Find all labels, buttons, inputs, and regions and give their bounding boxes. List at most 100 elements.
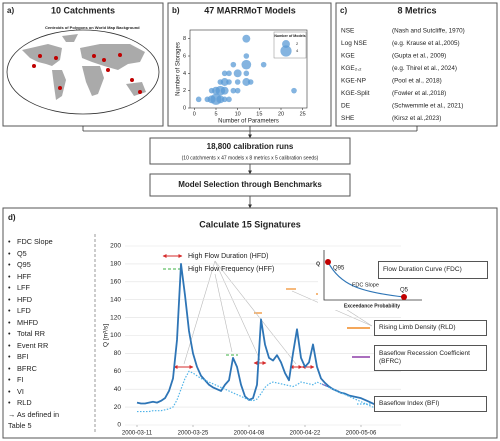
bubble (242, 34, 251, 43)
x-tick-label: 10 (235, 111, 241, 117)
y-axis-label: Q [m³/s] (103, 324, 110, 347)
signature: Total RR (8, 328, 88, 340)
bubble (234, 79, 241, 85)
y-tick-label: 180 (110, 261, 121, 268)
metric-name: SHE (341, 115, 355, 122)
panel-c-frame (335, 2, 498, 127)
signature: FDC Slope (8, 236, 88, 248)
x-tick-label: 5 (214, 111, 217, 117)
y-tick-label: 100 (110, 332, 121, 339)
legend-bubble (280, 45, 292, 57)
x-tick-label: 0 (193, 111, 196, 117)
y-tick-label: 80 (114, 350, 122, 357)
connectors (82, 126, 418, 209)
selection-title: Model Selection through Benchmarks (178, 180, 322, 189)
y-tick-label: 200 (110, 243, 121, 250)
y-tick-label: 0 (117, 422, 121, 429)
inset-label: Q (316, 261, 320, 267)
bubble (216, 95, 225, 104)
y-tick-label: 20 (114, 404, 122, 411)
annotation: Rising Limb Density (RLD) (374, 320, 487, 336)
bubble (241, 59, 252, 70)
y-tick-label: 8 (183, 36, 186, 42)
bubble (226, 70, 232, 77)
bubble (230, 61, 237, 68)
panel-b-frame (167, 2, 332, 127)
bubble (291, 87, 297, 94)
signature: LFD (8, 305, 88, 317)
x-tick-label: 25 (300, 111, 306, 117)
panel-label: a) (7, 6, 14, 15)
bubble (243, 70, 250, 77)
bubble (220, 78, 229, 86)
panel-label: d) (8, 213, 16, 222)
x-tick-label: 2000-03-25 (178, 431, 209, 437)
bubble (233, 69, 242, 78)
signature-list: FDC SlopeQ5Q95HFFLFFHFDLFDMHFDTotal RREv… (8, 236, 88, 431)
legend-label: 2 (296, 41, 299, 46)
signature: LFF (8, 282, 88, 294)
panel-title: 47 MARRMoT Models (204, 5, 296, 15)
bubble (243, 53, 250, 59)
series-line (136, 263, 390, 408)
signature: BFRC (8, 363, 88, 375)
inset-label: FDC Slope (352, 282, 379, 288)
x-tick-label: 20 (278, 111, 284, 117)
metric-reference: (Fowler et al.,2018) (392, 90, 446, 97)
bubble (195, 96, 202, 103)
panel-title: 8 Metrics (397, 5, 436, 15)
selection-box (149, 173, 351, 197)
signature: Q5 (8, 248, 88, 260)
note: → As defined in Table 5 (8, 409, 60, 430)
panel-label: b) (172, 6, 180, 15)
x-tick-label: 2000-05-06 (346, 431, 377, 437)
y-tick-label: 4 (183, 71, 186, 77)
metric-name: KGE (341, 53, 355, 60)
y-tick-label: 6 (183, 53, 186, 59)
signature: BFI (8, 351, 88, 363)
inset-label: Exceedance Probability (344, 303, 400, 309)
metric-name: DE (341, 103, 351, 110)
signature: RLD (8, 397, 88, 409)
metric-reference: (Gupta et al., 2009) (392, 53, 446, 60)
y-axis-label: Number of Storages (176, 42, 182, 96)
series-line (137, 370, 389, 413)
x-tick-label: 2000-04-08 (234, 431, 265, 437)
runs-title: 18,800 calibration runs (207, 142, 294, 151)
fdc-inset (318, 248, 426, 310)
map-title: Centroids of Polygons on World Map Backg… (45, 25, 140, 30)
metric-reference: (Pool et al., 2018) (392, 78, 442, 85)
y-tick-label: 160 (110, 279, 121, 286)
signature: Event RR (8, 340, 88, 352)
metric-name: Log NSE (341, 40, 368, 47)
legend-label: 4 (296, 48, 299, 53)
metric-reference: (e.g. Thirel et al., 2024) (392, 65, 457, 72)
x-tick-label: 15 (256, 111, 262, 117)
signature: HFD (8, 294, 88, 306)
y-tick-label: 140 (110, 296, 121, 303)
bubble (247, 79, 254, 85)
annotation: High Flow Frequency (HFF) (188, 266, 274, 273)
metric-reference: (Kirsz et al.,2023) (392, 115, 441, 122)
y-tick-label: 60 (114, 368, 122, 375)
annotation: Baseflow Recession Coefficient (BFRC) (374, 345, 487, 371)
catchment-dots (32, 53, 142, 94)
panel-title: 10 Catchments (51, 5, 115, 15)
bubble (260, 61, 267, 68)
legend-entry: Baseflow Index (BFI) (374, 396, 487, 412)
panel-d-frame (2, 207, 498, 439)
x-tick-label: 2000-04-22 (290, 431, 321, 437)
y-tick-label: 120 (110, 314, 121, 321)
annotation: Flow Duration Curve (FDC) (378, 261, 488, 279)
bubble (234, 87, 241, 94)
x-axis-label: Number of Parameters (218, 119, 279, 125)
panel-title: Calculate 15 Signatures (199, 219, 301, 229)
x-tick-label: 2000-03-11 (122, 431, 153, 437)
runs-box (149, 137, 351, 165)
bubble (220, 86, 229, 95)
bubble (226, 79, 232, 85)
bubble (221, 70, 228, 77)
metric-reference: (Nash and Sutcliffe, 1970) (392, 28, 465, 35)
